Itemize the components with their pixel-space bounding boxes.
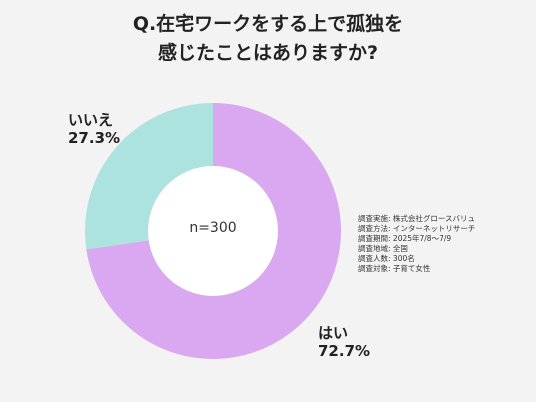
survey-value: インターネットリサーチ [392, 224, 476, 233]
title-line-1: Q.在宅ワークをする上で孤独を [132, 13, 404, 35]
survey-row: 調査実施: 株式会社グロースバリュ [358, 214, 476, 223]
survey-value: 全国 [392, 244, 408, 253]
slice-no-name: いいえ [68, 111, 114, 129]
donut-hole [148, 166, 278, 296]
survey-info: 調査実施: 株式会社グロースバリュ 調査方法: インターネットリサーチ 調査期間… [358, 214, 475, 274]
survey-key: 調査実施 [358, 214, 388, 223]
slice-label-no: いいえ 27.3% [68, 111, 120, 147]
survey-value: 300名 [392, 254, 415, 263]
survey-key: 調査期間 [358, 234, 388, 243]
slice-yes-value: 72.7% [318, 342, 371, 360]
survey-key: 調査方法 [358, 224, 388, 233]
sample-size-label: n=300 [189, 220, 237, 236]
survey-value: 2025年7/8〜7/9 [392, 234, 452, 243]
survey-row: 調査対象: 子育て女性 [358, 264, 431, 273]
slice-yes-name: はい [318, 324, 349, 342]
survey-row: 調査地域: 全国 [358, 244, 408, 253]
survey-key: 調査地域 [358, 244, 388, 253]
survey-value: 株式会社グロースバリュ [392, 214, 476, 223]
survey-row: 調査期間: 2025年7/8〜7/9 [358, 234, 452, 243]
survey-value: 子育て女性 [392, 264, 431, 273]
survey-row: 調査方法: インターネットリサーチ [358, 224, 476, 233]
slice-no-value: 27.3% [68, 129, 121, 147]
survey-key: 調査対象 [358, 264, 388, 273]
slice-label-yes: はい 72.7% [318, 324, 370, 360]
survey-key: 調査人数 [358, 254, 388, 263]
title-line-2: 感じたことはありますか? [157, 42, 379, 64]
chart-title: Q.在宅ワークをする上で孤独を 感じたことはありますか? [0, 10, 536, 68]
survey-row: 調査人数: 300名 [358, 254, 415, 263]
